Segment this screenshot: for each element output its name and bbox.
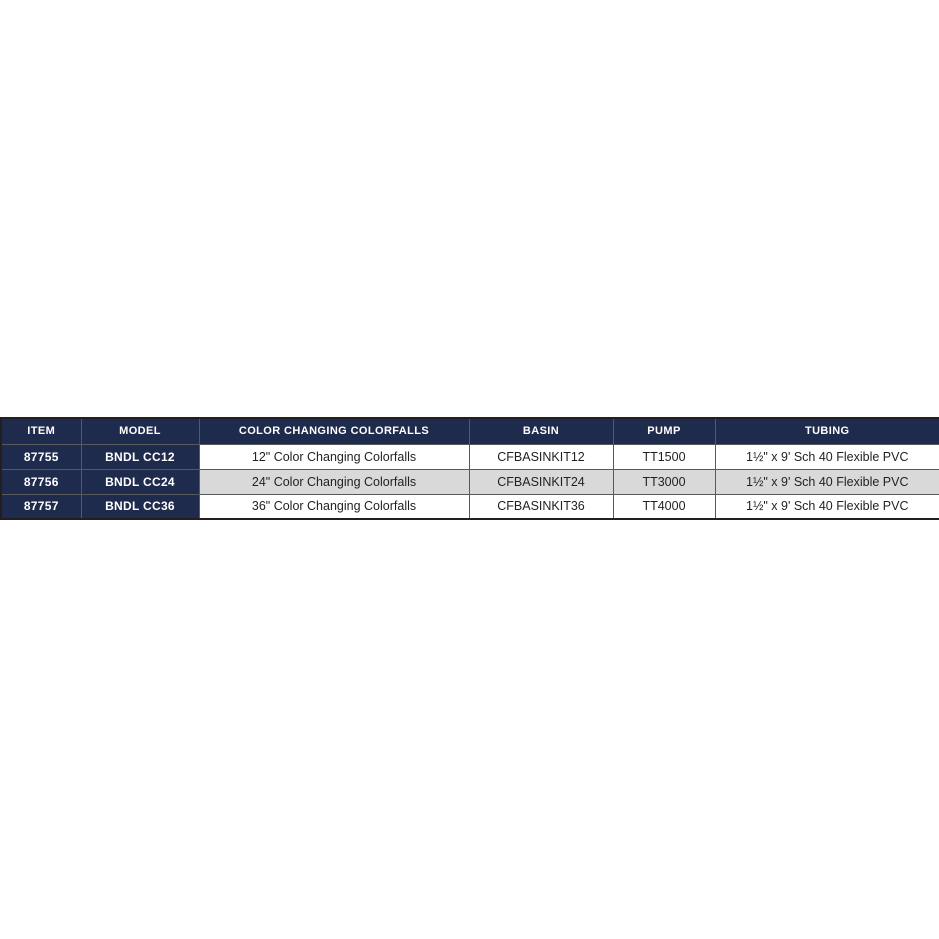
header-cell-item: ITEM — [0, 417, 82, 445]
table-row: 87755 BNDL CC12 12" Color Changing Color… — [0, 443, 939, 470]
cell-basin: CFBASINKIT24 — [468, 468, 614, 495]
cell-tubing: 1½" x 9' Sch 40 Flexible PVC — [714, 468, 939, 495]
product-spec-table: ITEM MODEL COLOR CHANGING COLORFALLS BAS… — [0, 417, 939, 520]
cell-model: BNDL CC24 — [80, 468, 200, 495]
cell-colorfalls: 24" Color Changing Colorfalls — [198, 468, 470, 495]
cell-model: BNDL CC12 — [80, 443, 200, 470]
cell-tubing: 1½" x 9' Sch 40 Flexible PVC — [714, 443, 939, 470]
cell-item: 87755 — [0, 443, 82, 470]
header-cell-model: MODEL — [80, 417, 200, 445]
cell-pump: TT1500 — [612, 443, 716, 470]
cell-item: 87757 — [0, 493, 82, 520]
table-row: 87757 BNDL CC36 36" Color Changing Color… — [0, 493, 939, 520]
cell-basin: CFBASINKIT36 — [468, 493, 614, 520]
cell-model: BNDL CC36 — [80, 493, 200, 520]
header-cell-pump: PUMP — [612, 417, 716, 445]
header-row: ITEM MODEL COLOR CHANGING COLORFALLS BAS… — [0, 417, 939, 445]
cell-pump: TT4000 — [612, 493, 716, 520]
cell-item: 87756 — [0, 468, 82, 495]
cell-colorfalls: 12" Color Changing Colorfalls — [198, 443, 470, 470]
cell-basin: CFBASINKIT12 — [468, 443, 614, 470]
header-cell-basin: BASIN — [468, 417, 614, 445]
cell-colorfalls: 36" Color Changing Colorfalls — [198, 493, 470, 520]
table-row: 87756 BNDL CC24 24" Color Changing Color… — [0, 468, 939, 495]
cell-tubing: 1½" x 9' Sch 40 Flexible PVC — [714, 493, 939, 520]
header-cell-tubing: TUBING — [714, 417, 939, 445]
header-cell-colorfalls: COLOR CHANGING COLORFALLS — [198, 417, 470, 445]
cell-pump: TT3000 — [612, 468, 716, 495]
